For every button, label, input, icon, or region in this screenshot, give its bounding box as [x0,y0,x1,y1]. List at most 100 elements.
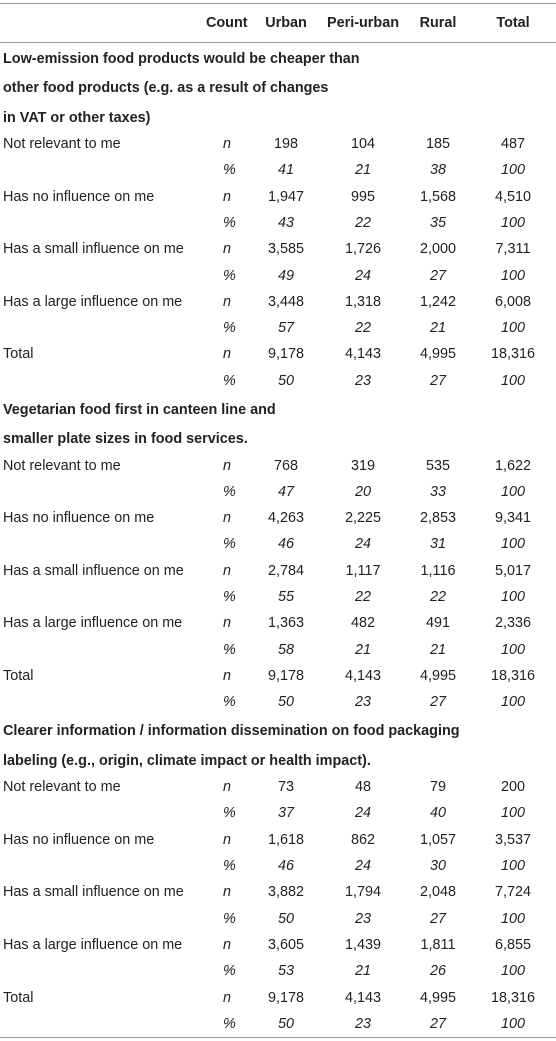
cell-urban-pct: 47 [277,483,294,500]
table-row: % 50 23 27 100 [0,1011,556,1038]
table-row: Not relevant to me n 73 48 79 200 [0,774,556,800]
cell-peri-urban-n: 1,439 [344,936,381,953]
cell-total-pct: 100 [500,320,525,337]
cell-rural-n: 4,995 [419,346,456,363]
table-row: % 50 23 27 100 [0,906,556,932]
cell-peri-urban-n: 48 [354,779,371,796]
cell-peri-urban-pct: 22 [354,589,371,606]
row-label-empty [0,853,206,879]
count-symbol-pct: % [223,372,236,389]
cell-urban-pct: 55 [277,589,294,606]
table-row: Has a large influence on me n 3,448 1,318 1,… [0,289,556,315]
count-symbol-pct: % [223,214,236,231]
table-row: % 46 24 31 100 [0,531,556,557]
cell-total-pct: 100 [500,267,525,284]
table-row: % 53 21 26 100 [0,958,556,984]
count-symbol-n: n [223,510,232,527]
table-row: Has a small influence on me n 2,784 1,117 1,… [0,558,556,584]
count-symbol-pct: % [223,483,236,500]
cell-rural-n: 491 [425,615,450,632]
cell-peri-urban-pct: 21 [354,162,371,179]
table-body: Low-emission food products would be chea… [0,43,556,1038]
cell-urban-pct: 53 [277,963,294,980]
cell-total-n: 7,311 [495,241,531,258]
cell-rural-n: 2,853 [419,510,456,527]
row-label-empty [0,584,206,610]
row-label: Has a small influence on me [3,241,184,258]
cell-urban-pct: 37 [277,805,294,822]
cell-urban-n: 3,605 [267,936,304,953]
cell-total-n: 18,316 [490,667,535,684]
count-symbol-pct: % [223,963,236,980]
cell-rural-n: 185 [425,136,450,153]
cell-rural-n: 4,995 [419,989,456,1006]
count-symbol-n: n [223,293,232,310]
row-label-empty [0,1011,206,1038]
table-row: % 43 22 35 100 [0,210,556,236]
table-row: % 49 24 27 100 [0,262,556,288]
cell-rural-pct: 22 [429,589,446,606]
cell-rural-n: 2,048 [419,884,456,901]
row-label-empty [0,531,206,557]
cell-total-pct: 100 [500,162,525,179]
cell-urban-pct: 50 [277,372,294,389]
cell-total-pct: 100 [500,372,525,389]
cell-peri-urban-n: 319 [350,457,375,474]
cell-peri-urban-pct: 24 [354,267,371,284]
cell-total-n: 2,336 [494,615,531,632]
count-symbol-n: n [223,562,232,579]
cell-urban-pct: 49 [277,267,294,284]
row-label: Has a large influence on me [3,936,183,953]
section-title-row: Low-emission food products would be chea… [0,43,556,73]
cell-urban-pct: 57 [277,320,294,337]
count-symbol-n: n [223,457,232,474]
cell-urban-n: 3,585 [267,241,304,258]
cell-rural-pct: 27 [429,1015,446,1032]
cell-peri-urban-pct: 23 [354,1015,371,1032]
cell-urban-n: 198 [273,136,298,153]
count-symbol-n: n [223,346,232,363]
cell-total-pct: 100 [500,1015,525,1032]
row-label-empty [0,157,206,183]
section-title-line: other food products (e.g. as a result of… [3,80,329,97]
table-row: Has a large influence on me n 3,605 1,439 1,… [0,932,556,958]
cell-rural-pct: 33 [429,483,446,500]
cell-total-n: 18,316 [490,989,535,1006]
cell-urban-n: 2,784 [267,562,304,579]
table-row: Has a small influence on me n 3,585 1,726 2,… [0,236,556,262]
cell-peri-urban-n: 104 [350,136,375,153]
row-label-empty [0,958,206,984]
cell-rural-n: 2,000 [419,241,456,258]
header-count: Count [206,3,252,43]
table-row: Not relevant to me n 768 319 535 1,622 [0,452,556,478]
cell-total-pct: 100 [500,805,525,822]
cell-urban-n: 3,448 [267,293,304,310]
cell-rural-n: 1,242 [419,293,456,310]
table-row: % 37 24 40 100 [0,800,556,826]
cell-peri-urban-pct: 24 [354,858,371,875]
cell-peri-urban-pct: 21 [354,963,371,980]
table-row: % 47 20 33 100 [0,479,556,505]
cell-peri-urban-n: 995 [350,188,375,205]
row-label-empty [0,262,206,288]
data-table: Count Urban Peri-urban Rural Total Low-e… [0,3,556,1038]
table-row: % 46 24 30 100 [0,853,556,879]
cell-urban-n: 1,363 [267,615,304,632]
section-title-row: smaller plate sizes in food services. [0,423,556,452]
count-symbol-pct: % [223,162,236,179]
table-row: Total n 9,178 4,143 4,995 18,316 [0,663,556,689]
row-label-empty [0,479,206,505]
cell-peri-urban-pct: 23 [354,694,371,711]
section-title-row: other food products (e.g. as a result of… [0,72,556,101]
header-rural: Rural [406,3,470,43]
cell-urban-n: 9,178 [267,667,304,684]
table-row: Total n 9,178 4,143 4,995 18,316 [0,341,556,367]
cell-total-n: 18,316 [490,346,535,363]
cell-rural-pct: 26 [429,963,446,980]
cell-rural-pct: 30 [429,858,446,875]
cell-urban-n: 4,263 [267,510,304,527]
cell-urban-pct: 50 [277,694,294,711]
section-title-row: in VAT or other taxes) [0,102,556,131]
cell-urban-n: 9,178 [267,346,304,363]
row-label: Has a large influence on me [3,293,183,310]
